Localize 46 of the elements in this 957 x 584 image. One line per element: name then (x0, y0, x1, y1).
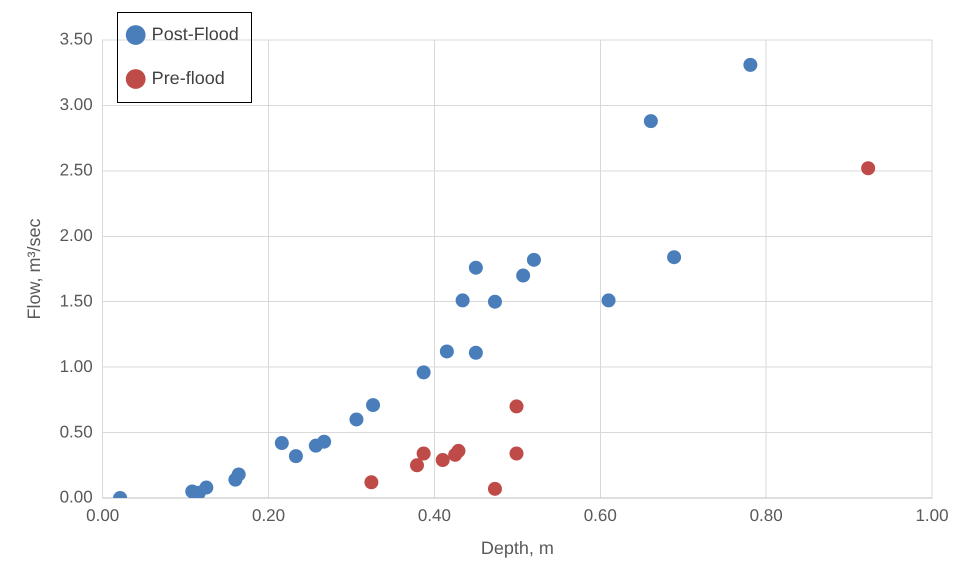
point (468, 346, 483, 360)
legend-label: Pre-flood (152, 68, 225, 88)
y-tick-label: 1.00 (60, 356, 93, 376)
point (510, 446, 524, 461)
point (456, 293, 470, 308)
point (743, 58, 758, 72)
point (440, 344, 454, 358)
y-tick-label: 1.50 (60, 291, 93, 310)
point (667, 250, 682, 264)
point (436, 453, 450, 468)
legend-label: Post-Flood (152, 24, 239, 44)
point (288, 449, 303, 464)
y-tick-label: 3.00 (60, 95, 93, 114)
point (416, 365, 431, 380)
point (488, 482, 502, 496)
point (199, 480, 214, 495)
x-axis-title: Depth, m (480, 538, 554, 558)
point (410, 458, 424, 472)
point (349, 412, 364, 426)
y-tick-label: 3.50 (60, 30, 93, 49)
x-tick-label: 0.80 (750, 506, 783, 525)
y-tick-label: 0.00 (60, 488, 93, 507)
point (317, 434, 332, 449)
point (861, 161, 876, 176)
point (510, 399, 524, 414)
y-tick-label: 2.00 (60, 226, 93, 245)
point (644, 114, 658, 128)
point (416, 446, 431, 461)
y-tick-label: 2.50 (60, 160, 93, 180)
x-tick-label: 0.60 (584, 506, 617, 525)
x-tick-label: 0.00 (86, 506, 120, 525)
point (274, 436, 289, 450)
point (516, 268, 530, 283)
point (468, 260, 483, 275)
point (602, 293, 616, 308)
point (232, 467, 246, 482)
point (451, 444, 466, 458)
point (366, 398, 380, 412)
point (526, 252, 541, 267)
x-tick-label: 0.40 (418, 506, 451, 525)
x-tick-label: 1.00 (915, 506, 949, 525)
y-tick-label: 0.50 (60, 422, 93, 442)
x-tick-label: 0.20 (252, 506, 286, 525)
y-axis-title: Flow, m³/sec (24, 218, 44, 320)
point (364, 475, 378, 490)
point (488, 294, 502, 309)
